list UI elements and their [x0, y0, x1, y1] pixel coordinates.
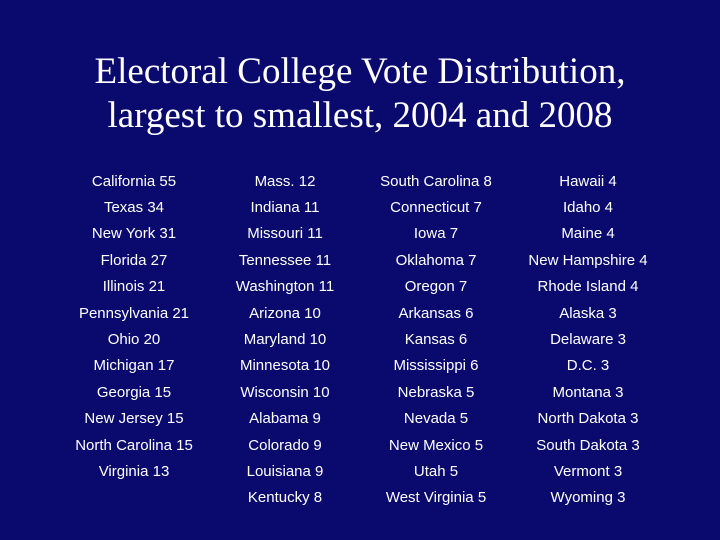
state-votes-cell: Michigan 17: [93, 357, 175, 375]
state-votes-cell: New Mexico 5: [388, 436, 484, 454]
state-votes-cell: Georgia 15: [96, 383, 172, 401]
state-votes-cell: Iowa 7: [413, 225, 459, 243]
state-votes-cell: Hawaii 4: [559, 172, 617, 190]
table-row: Texas 34 Indiana 11 Connecticut 7 Idaho 4: [58, 194, 664, 220]
slide-title-line-2: largest to smallest, 2004 and 2008: [107, 95, 613, 136]
state-votes-cell: Delaware 3: [550, 331, 626, 349]
table-row: Florida 27 Tennessee 11 Oklahoma 7 New Hamp…: [58, 247, 664, 273]
state-votes-cell: North Carolina 15: [75, 436, 193, 454]
state-votes-cell: Texas 34: [103, 199, 165, 217]
state-votes-cell: Nevada 5: [403, 410, 469, 428]
table-row: Kentucky 8 West Virginia 5 Wyoming 3: [58, 485, 664, 511]
state-votes-cell: Washington 11: [235, 278, 335, 296]
table-row: New Jersey 15 Alabama 9 Nevada 5 North Dako…: [58, 406, 664, 432]
state-votes-cell: Missouri 11: [247, 225, 323, 243]
state-votes-cell: Wyoming 3: [550, 489, 626, 507]
state-votes-cell: Maryland 10: [243, 331, 327, 349]
state-votes-cell: South Carolina 8: [380, 172, 492, 190]
state-votes-cell: Illinois 21: [102, 278, 166, 296]
electoral-vote-table-body: California 55 Mass. 12 South Carolina 8 Haw…: [58, 168, 664, 511]
state-votes-cell: Kentucky 8: [247, 489, 323, 507]
state-votes-cell: [58, 485, 210, 511]
table-row: Illinois 21 Washington 11 Oregon 7 Rhode Is…: [58, 274, 664, 300]
state-votes-cell: Arkansas 6: [398, 304, 474, 322]
state-votes-cell: Vermont 3: [553, 462, 623, 480]
state-votes-cell: Minnesota 10: [239, 357, 331, 375]
state-votes-cell: Alabama 9: [249, 410, 321, 428]
state-votes-cell: Oklahoma 7: [395, 251, 477, 269]
table-row: Georgia 15 Wisconsin 10 Nebraska 5 Montana …: [58, 379, 664, 405]
state-votes-cell: Connecticut 7: [390, 199, 482, 217]
state-votes-cell: Arizona 10: [249, 304, 321, 322]
state-votes-cell: D.C. 3: [566, 357, 610, 375]
state-votes-cell: Pennsylvania 21: [78, 304, 190, 322]
state-votes-cell: Virginia 13: [98, 462, 170, 480]
slide-title: Electoral College Vote Distribution, lar…: [0, 50, 720, 138]
state-votes-cell: Louisiana 9: [246, 462, 324, 480]
state-votes-cell: Oregon 7: [404, 278, 468, 296]
state-votes-cell: New York 31: [91, 225, 177, 243]
state-votes-cell: Montana 3: [552, 383, 624, 401]
state-votes-cell: South Dakota 3: [536, 436, 640, 454]
state-votes-cell: Mississippi 6: [393, 357, 479, 375]
electoral-vote-table: California 55 Mass. 12 South Carolina 8 Haw…: [58, 168, 664, 511]
table-row: Ohio 20 Maryland 10 Kansas 6 Delaware 3: [58, 326, 664, 352]
state-votes-cell: Wisconsin 10: [240, 383, 330, 401]
state-votes-cell: Tennessee 11: [238, 251, 332, 269]
state-votes-cell: Mass. 12: [254, 172, 316, 190]
state-votes-cell: Colorado 9: [248, 436, 322, 454]
table-row: Pennsylvania 21 Arizona 10 Arkansas 6 Alask…: [58, 300, 664, 326]
state-votes-cell: West Virginia 5: [385, 489, 487, 507]
table-row: California 55 Mass. 12 South Carolina 8 Haw…: [58, 168, 664, 194]
state-votes-cell: New Jersey 15: [84, 410, 184, 428]
slide-title-line-1: Electoral College Vote Distribution,: [94, 51, 626, 92]
state-votes-cell: Florida 27: [100, 251, 168, 269]
state-votes-cell: Alaska 3: [559, 304, 617, 322]
state-votes-cell: California 55: [91, 172, 177, 190]
state-votes-cell: Idaho 4: [562, 199, 614, 217]
state-votes-cell: New Hampshire 4: [528, 251, 648, 269]
state-votes-cell: Nebraska 5: [397, 383, 475, 401]
state-votes-cell: Indiana 11: [250, 199, 320, 217]
state-votes-cell: Kansas 6: [404, 331, 468, 349]
state-votes-cell: Utah 5: [413, 462, 459, 480]
state-votes-cell: Ohio 20: [107, 331, 161, 349]
state-votes-cell: Maine 4: [561, 225, 615, 243]
table-row: North Carolina 15 Colorado 9 New Mexico 5 S…: [58, 432, 664, 458]
table-row: Virginia 13 Louisiana 9 Utah 5 Vermont 3: [58, 458, 664, 484]
state-votes-cell: North Dakota 3: [537, 410, 639, 428]
table-row: New York 31 Missouri 11 Iowa 7 Maine 4: [58, 221, 664, 247]
table-row: Michigan 17 Minnesota 10 Mississippi 6 D.C.…: [58, 353, 664, 379]
state-votes-cell: Rhode Island 4: [537, 278, 639, 296]
